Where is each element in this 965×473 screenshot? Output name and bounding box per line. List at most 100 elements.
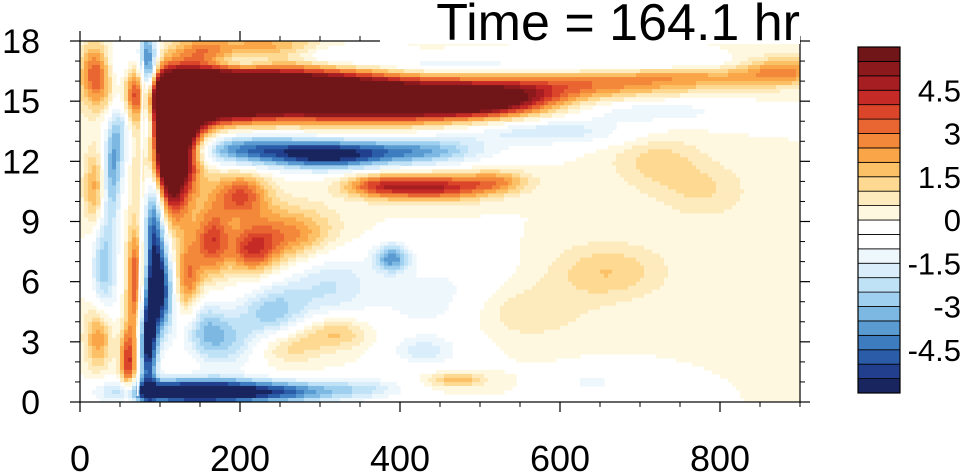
heatmap-cell [712,157,717,162]
heatmap-cell [384,145,389,150]
heatmap-cell [468,141,473,146]
heatmap-cell [528,101,533,106]
heatmap-cell [376,117,381,122]
heatmap-cell [524,81,529,86]
heatmap-cell [200,49,205,54]
heatmap-cell [312,69,317,74]
heatmap-cell [680,145,685,150]
heatmap-cell [408,125,413,130]
heatmap-cell [264,65,269,70]
heatmap-cell [320,65,325,70]
heatmap-cell [256,69,261,74]
heatmap-cell [700,73,705,78]
heatmap-cell [352,73,357,78]
heatmap-cell [460,141,465,146]
heatmap-cell [388,121,393,126]
heatmap-cell [744,157,749,162]
heatmap-cell [400,173,405,178]
heatmap-cell [676,93,681,98]
heatmap-cell [592,81,597,86]
heatmap-cell [616,145,621,150]
heatmap-cell [316,153,321,158]
heatmap-cell [432,73,437,78]
heatmap-cell [716,153,721,158]
heatmap-cell [764,97,769,102]
heatmap-cell [248,45,253,50]
heatmap-cell [384,73,389,78]
heatmap-cell [560,173,565,178]
heatmap-cell [704,153,709,158]
heatmap-cell [692,173,697,178]
heatmap-cell [80,85,85,90]
heatmap-cell [784,173,789,178]
heatmap-cell [564,69,569,74]
heatmap-cell [108,73,113,78]
heatmap-cell [644,161,649,166]
heatmap-cell [520,109,525,114]
heatmap-cell [328,149,333,154]
heatmap-cell [336,93,341,98]
heatmap-cell [112,181,117,186]
heatmap-cell [300,81,305,86]
heatmap-cell [132,125,137,130]
heatmap-cell [188,121,193,126]
heatmap-cell [728,173,733,178]
heatmap-cell [772,145,777,150]
heatmap-cell [548,177,553,182]
heatmap-cell [764,61,769,66]
heatmap-cell [424,69,429,74]
heatmap-cell [452,149,457,154]
heatmap-cell [480,97,485,102]
heatmap-cell [664,173,669,178]
heatmap-cell [524,93,529,98]
heatmap-cell [756,61,761,66]
heatmap-cell [548,77,553,82]
heatmap-cell [688,169,693,174]
heatmap-cell [164,97,169,102]
heatmap-cell [448,117,453,122]
heatmap-cell [388,149,393,154]
heatmap-cell [252,125,257,130]
heatmap-cell [372,165,377,170]
heatmap-cell [784,49,789,54]
heatmap-cell [704,145,709,150]
heatmap-cell [668,177,673,182]
heatmap-cell [440,105,445,110]
heatmap-cell [244,169,249,174]
heatmap-cell [448,81,453,86]
heatmap-cell [508,165,513,170]
heatmap-cell [656,81,661,86]
heatmap-cell [220,41,225,46]
heatmap-cell [552,97,557,102]
heatmap-cell [428,169,433,174]
heatmap-cell [524,113,529,118]
heatmap-cell [668,89,673,94]
heatmap-cell [168,173,173,178]
heatmap-cell [292,41,297,46]
heatmap-cell [184,41,189,46]
heatmap-cell [644,137,649,142]
heatmap-cell [284,165,289,170]
heatmap-cell [452,93,457,98]
heatmap-cell [224,101,229,106]
heatmap-cell [204,117,209,122]
heatmap-cell [684,109,689,114]
heatmap-cell [372,137,377,142]
heatmap-cell [520,117,525,122]
heatmap-cell [536,109,541,114]
heatmap-cell [236,81,241,86]
heatmap-cell [420,109,425,114]
heatmap-cell [580,157,585,162]
heatmap-cell [216,153,221,158]
heatmap-cell [232,145,237,150]
heatmap-cell [488,121,493,126]
heatmap-cell [376,125,381,130]
heatmap-cell [784,69,789,74]
heatmap-cell [236,97,241,102]
heatmap-cell [696,81,701,86]
heatmap-cell [208,149,213,154]
heatmap-cell [168,137,173,142]
heatmap-cell [412,145,417,150]
heatmap-cell [216,105,221,110]
heatmap-cell [524,117,529,122]
